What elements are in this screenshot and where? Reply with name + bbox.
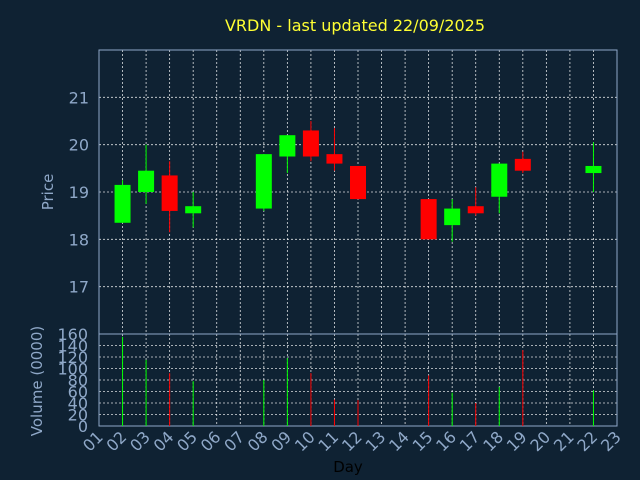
x-axis-label: Day — [333, 458, 363, 476]
volume-tick-label: 140 — [57, 337, 88, 356]
x-axis: 0102030405060708091011121314151617181920… — [79, 427, 625, 455]
candle-body-16 — [444, 208, 461, 226]
volume-axis-label: Volume (0000) — [28, 326, 46, 436]
price-panel: 17 18 19 20 21 — [69, 49, 618, 335]
volume-tick-label: 20 — [68, 406, 88, 425]
candle-body-17 — [467, 206, 484, 214]
price-tick-label: 18 — [69, 230, 89, 249]
candle-body-18 — [491, 163, 508, 197]
candle-body-09 — [279, 135, 296, 157]
volume-tick-label: 120 — [57, 348, 88, 367]
candle-body-03 — [138, 170, 155, 192]
candle-body-08 — [255, 154, 272, 209]
candle-body-02 — [114, 184, 131, 223]
volume-tick-label: 80 — [68, 371, 88, 390]
price-tick-label: 17 — [69, 278, 89, 297]
price-axis-label: Price — [39, 174, 57, 211]
candle-body-04 — [161, 175, 178, 211]
candle-body-11 — [326, 154, 343, 164]
candle-body-12 — [350, 165, 366, 200]
candle-body-10 — [302, 130, 319, 157]
volume-tick-label: 160 — [57, 325, 88, 344]
candle-body-19 — [514, 158, 531, 171]
candle-body-05 — [185, 206, 202, 214]
price-tick-label: 21 — [69, 88, 89, 107]
price-tick-label: 19 — [69, 183, 89, 202]
volume-tick-label: 60 — [68, 383, 88, 402]
x-tick-label: 23 — [597, 427, 625, 455]
volume-tick-label: 0 — [78, 417, 88, 436]
chart-title: VRDN - last updated 22/09/2025 — [225, 16, 485, 35]
price-tick-label: 20 — [69, 136, 89, 155]
volume-tick-label: 100 — [57, 360, 88, 379]
volume-tick-label: 40 — [68, 394, 88, 413]
candle-body-15 — [420, 199, 437, 240]
candle-body-22 — [585, 165, 602, 174]
